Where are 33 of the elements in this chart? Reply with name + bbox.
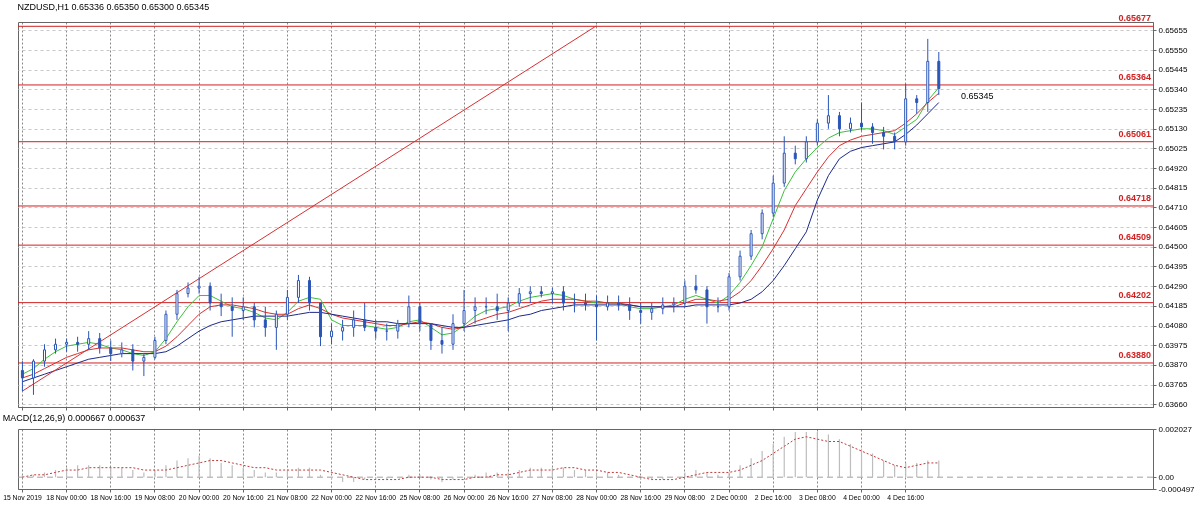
y-tick-label: 0.65025 <box>1158 143 1188 153</box>
chart-title: MACD(12,26,9) 0.000667 0.000637 <box>2 413 146 423</box>
ref-line-label: 0.63880 <box>1118 349 1151 360</box>
y-tick-label: 0.63870 <box>1158 360 1188 370</box>
ref-line-label: 0.65677 <box>1118 13 1151 24</box>
y-tick-label: 0.65235 <box>1158 104 1188 114</box>
y-tick-label: 0.65550 <box>1158 45 1188 55</box>
y-tick-label: 0.64920 <box>1158 163 1188 173</box>
ref-line-label: 0.65061 <box>1118 128 1151 139</box>
y-tick-label: 0.64500 <box>1158 242 1188 252</box>
ref-line-label: 0.64509 <box>1118 232 1151 243</box>
y-tick-label: 0.63660 <box>1158 399 1188 409</box>
y-tick-label: 0.65655 <box>1158 25 1188 35</box>
y-tick-label: 0.64710 <box>1158 202 1188 212</box>
ref-line-label: 0.64202 <box>1118 289 1151 300</box>
y-tick-label: 0.00 <box>1158 472 1175 482</box>
y-tick-label: 0.65130 <box>1158 124 1188 134</box>
y-tick-label: 0.64080 <box>1158 321 1188 330</box>
annotation: 0.65345 <box>960 90 994 101</box>
y-tick-label: 0.64290 <box>1158 281 1188 291</box>
y-tick-label: -0.000497 <box>1158 484 1196 494</box>
y-tick-label: 0.65340 <box>1158 84 1188 94</box>
y-tick-label: 0.002027 <box>1158 424 1193 434</box>
ref-line-label: 0.65364 <box>1118 71 1151 82</box>
chart-title: NZDUSD,H1 0.65336 0.65350 0.65300 0.65345 <box>17 2 210 13</box>
y-tick-label: 0.63975 <box>1158 340 1188 350</box>
y-tick-label: 0.64185 <box>1158 301 1188 311</box>
y-tick-label: 0.63765 <box>1158 380 1188 390</box>
ref-line-label: 0.64718 <box>1118 192 1151 203</box>
y-tick-label: 0.64815 <box>1158 183 1188 193</box>
y-tick-label: 0.65445 <box>1158 65 1188 75</box>
y-tick-label: 0.64395 <box>1158 261 1188 271</box>
y-tick-label: 0.64605 <box>1158 222 1188 232</box>
